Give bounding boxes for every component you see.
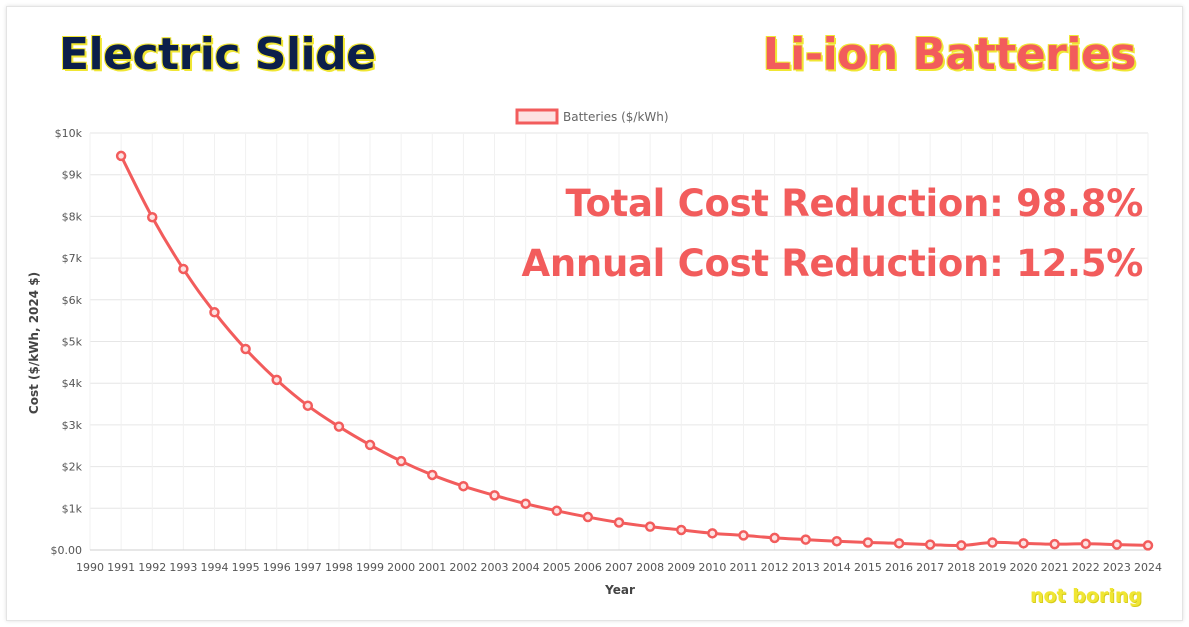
data-point[interactable] [395, 455, 407, 467]
x-tick-label: 1995 [232, 561, 260, 574]
x-tick-label: 1991 [107, 561, 135, 574]
data-point[interactable] [271, 374, 282, 386]
x-tick-label: 2005 [543, 561, 571, 574]
y-tick-label: $7k [62, 252, 83, 265]
y-tick-label: $1k [62, 502, 83, 515]
x-tick-label: 2019 [978, 561, 1006, 574]
y-tick-label: $8k [62, 210, 83, 223]
x-tick-label: 2018 [947, 561, 975, 574]
brand-watermark: not boring [1030, 585, 1142, 607]
x-tick-label: 2009 [667, 561, 695, 574]
legend[interactable]: Batteries ($/kWh) [515, 108, 669, 125]
y-tick-label: $2k [62, 461, 83, 474]
x-tick-label: 2004 [512, 561, 540, 574]
x-tick-label: 2013 [792, 561, 820, 574]
x-tick-label: 1992 [138, 561, 166, 574]
data-point[interactable] [707, 528, 718, 539]
data-point[interactable] [520, 498, 531, 509]
y-tick-label: $4k [62, 377, 83, 390]
y-axis-label: Cost ($/kWh, 2024 $) [27, 272, 41, 414]
data-point[interactable] [178, 263, 189, 275]
y-tick-label: $10k [55, 127, 83, 140]
x-tick-label: 2000 [387, 561, 415, 574]
chart-subject-title: Li-ion Batteries [762, 29, 1137, 80]
data-point[interactable] [987, 537, 998, 548]
x-tick-label: 1999 [356, 561, 384, 574]
y-axis-ticks: $0.00 $1k $2k $3k $4k $5k $6k $7k $8k $9k $10k [51, 127, 83, 557]
data-point[interactable] [924, 539, 936, 550]
y-tick-label: $0.00 [51, 544, 83, 557]
data-point[interactable] [769, 532, 780, 544]
total-cost-reduction: Total Cost Reduction: 98.8% [565, 182, 1143, 225]
data-point[interactable] [551, 505, 563, 517]
data-point[interactable] [1142, 540, 1154, 551]
data-point[interactable] [333, 421, 345, 432]
x-tick-label: 2007 [605, 561, 633, 574]
x-tick-label: 1998 [325, 561, 353, 574]
data-point[interactable] [738, 530, 749, 541]
page-title: Electric Slide [59, 29, 376, 80]
x-tick-label: 2024 [1134, 561, 1162, 574]
data-point[interactable] [1080, 538, 1092, 549]
grid-lines [89, 132, 1149, 551]
x-tick-label: 2014 [823, 561, 851, 574]
data-point[interactable] [644, 521, 656, 532]
x-tick-label: 2010 [698, 561, 726, 574]
legend-label: Batteries ($/kWh) [563, 110, 669, 124]
x-tick-label: 2016 [885, 561, 913, 574]
y-tick-label: $6k [62, 294, 83, 307]
series-line-batteries [119, 155, 1149, 548]
x-tick-label: 2011 [729, 561, 757, 574]
x-tick-label: 2002 [449, 561, 477, 574]
x-tick-label: 2022 [1072, 561, 1100, 574]
data-point[interactable] [209, 307, 220, 318]
data-point[interactable] [364, 439, 376, 451]
data-point[interactable] [240, 343, 251, 355]
data-point[interactable] [1018, 538, 1029, 549]
annual-cost-reduction: Annual Cost Reduction: 12.5% [521, 242, 1144, 285]
x-tick-label: 1994 [200, 561, 228, 574]
y-tick-label: $5k [62, 336, 83, 349]
data-point[interactable] [800, 534, 811, 545]
legend-swatch [515, 108, 559, 125]
x-tick-label: 1990 [76, 561, 104, 574]
x-tick-label: 2006 [574, 561, 602, 574]
data-point[interactable] [831, 535, 843, 547]
x-tick-label: 2012 [761, 561, 789, 574]
data-point[interactable] [582, 511, 594, 523]
x-axis-ticks: 1990 1991 1992 1993 1994 1995 1996 1997 1998 1999… [76, 561, 1162, 574]
data-point[interactable] [1049, 538, 1060, 550]
data-point[interactable] [458, 480, 469, 492]
data-points [115, 150, 1154, 551]
data-point[interactable] [613, 517, 625, 528]
x-tick-label: 2015 [854, 561, 882, 574]
x-tick-label: 2001 [418, 561, 446, 574]
x-tick-label: 2021 [1041, 561, 1069, 574]
y-tick-label: $9k [62, 169, 83, 182]
data-point[interactable] [302, 400, 314, 411]
x-tick-label: 2020 [1010, 561, 1038, 574]
x-tick-label: 1996 [263, 561, 291, 574]
x-tick-label: 2003 [481, 561, 509, 574]
data-point[interactable] [489, 490, 500, 501]
x-tick-label: 2008 [636, 561, 664, 574]
data-point[interactable] [862, 537, 874, 548]
x-tick-label: 2017 [916, 561, 944, 574]
data-point[interactable] [675, 524, 687, 536]
y-tick-label: $3k [62, 419, 83, 432]
x-tick-label: 1997 [294, 561, 322, 574]
data-point[interactable] [146, 211, 158, 223]
data-point[interactable] [893, 538, 905, 549]
data-point[interactable] [956, 540, 967, 551]
data-point[interactable] [115, 150, 127, 162]
data-point[interactable] [427, 469, 438, 481]
x-tick-label: 2023 [1103, 561, 1131, 574]
x-axis-label: Year [604, 583, 635, 597]
x-tick-label: 1993 [169, 561, 197, 574]
data-point[interactable] [1111, 539, 1123, 550]
